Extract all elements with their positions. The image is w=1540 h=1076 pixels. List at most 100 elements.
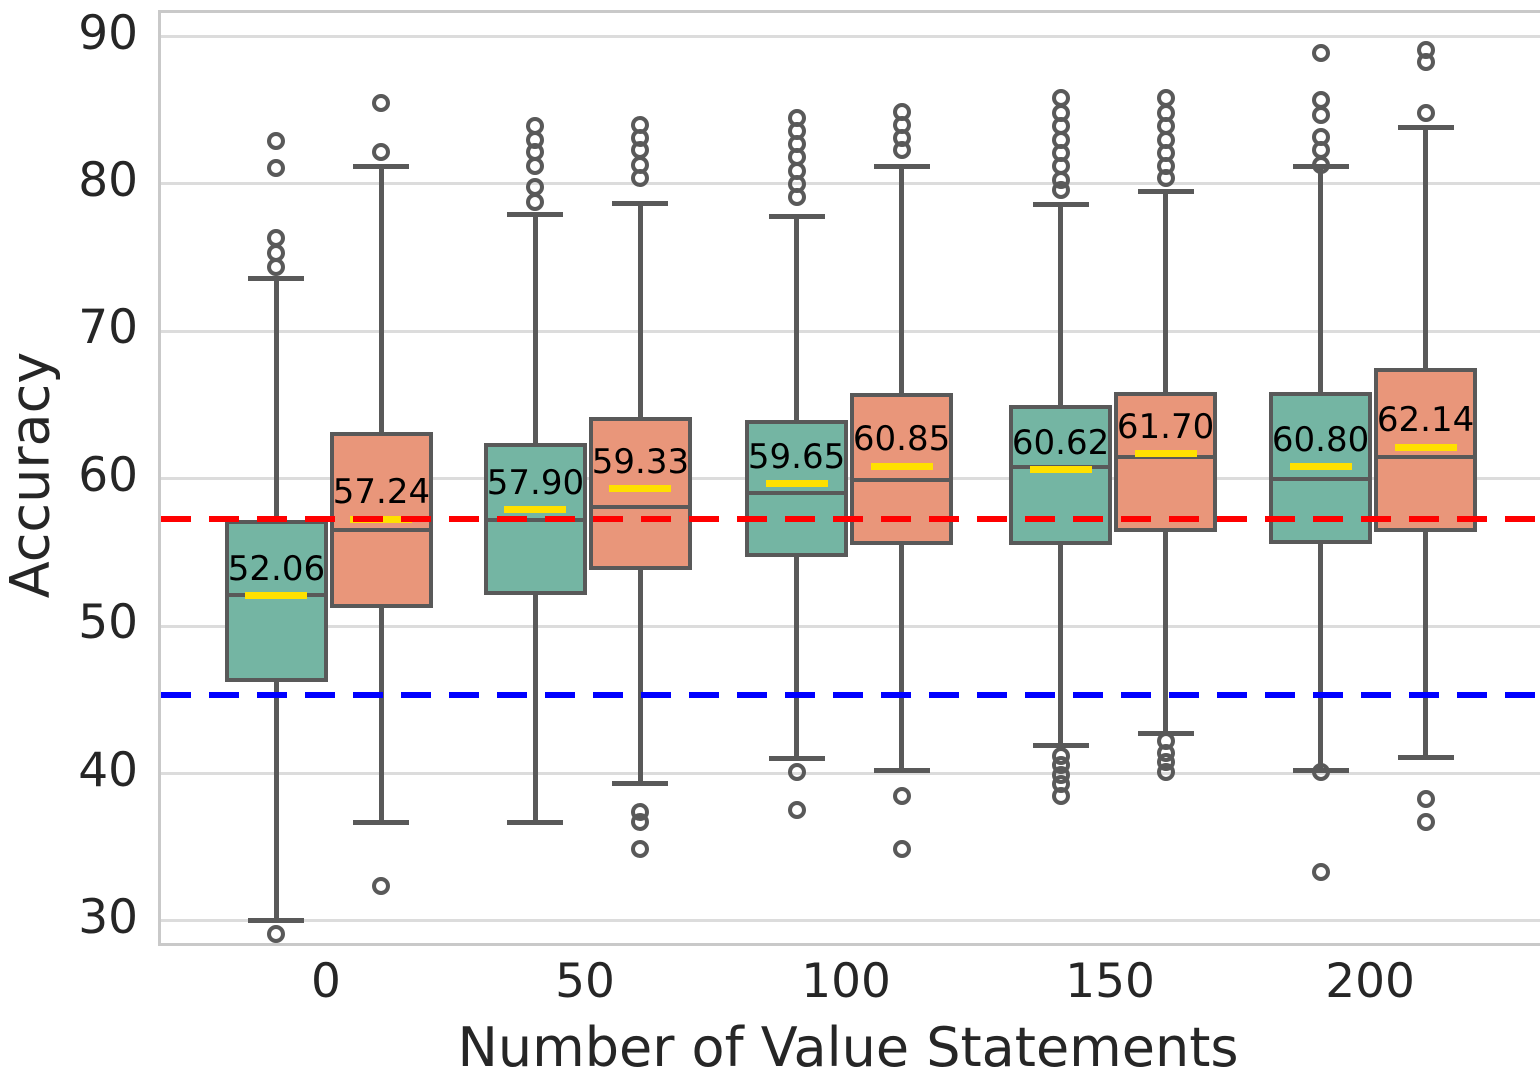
- outlier-orange-150-10: [1156, 763, 1175, 782]
- cap-upper-orange-200: [1397, 125, 1454, 131]
- whisker-lower-orange-200: [1423, 531, 1429, 758]
- mean-label-orange-50: 59.33: [591, 441, 690, 482]
- y-tick-60: 60: [78, 447, 138, 503]
- mean-line-green-150: [1029, 466, 1092, 474]
- red-dashed-baseline: [161, 516, 1540, 523]
- x-tick-200: 200: [1325, 954, 1415, 1009]
- outlier-green-0-2: [267, 229, 286, 248]
- median-orange-200: [1378, 454, 1474, 459]
- outlier-orange-100-5: [892, 839, 911, 858]
- outlier-green-0-3: [267, 158, 286, 177]
- y-tick-90: 90: [78, 5, 138, 61]
- mean-line-green-100: [765, 480, 828, 488]
- x-tick-50: 50: [555, 954, 615, 1009]
- mean-line-orange-200: [1394, 443, 1457, 451]
- y-tick-50: 50: [78, 595, 138, 651]
- whisker-upper-orange-100: [899, 166, 905, 394]
- whisker-upper-green-150: [1058, 204, 1064, 406]
- mean-line-orange-150: [1134, 450, 1197, 458]
- outlier-green-200-6: [1311, 763, 1330, 782]
- whisker-upper-orange-200: [1423, 127, 1429, 369]
- outlier-orange-200-4: [1416, 813, 1435, 832]
- cap-upper-orange-150: [1137, 188, 1194, 194]
- x-tick-0: 0: [310, 954, 341, 1009]
- y-tick-70: 70: [78, 300, 138, 356]
- x-tick-150: 150: [1065, 954, 1155, 1009]
- y-tick-30: 30: [78, 889, 138, 945]
- whisker-upper-orange-50: [637, 203, 643, 417]
- outlier-green-150-12: [1051, 786, 1070, 805]
- mean-label-green-100: 59.65: [747, 436, 846, 477]
- mean-line-green-50: [504, 506, 567, 514]
- median-orange-50: [592, 504, 688, 509]
- outlier-green-100-6: [787, 108, 806, 127]
- box-orange-150: [1114, 391, 1218, 532]
- outlier-orange-0-1: [372, 93, 391, 112]
- cap-lower-orange-100: [873, 768, 930, 774]
- whisker-upper-orange-0: [378, 166, 384, 432]
- mean-line-orange-50: [609, 485, 672, 493]
- whisker-upper-green-100: [794, 216, 800, 420]
- cap-lower-orange-50: [612, 781, 669, 787]
- outlier-green-50-1: [526, 177, 545, 196]
- outlier-orange-100-3: [892, 102, 911, 121]
- outlier-green-0-4: [267, 132, 286, 151]
- whisker-upper-orange-150: [1163, 191, 1169, 392]
- cap-upper-green-100: [768, 213, 825, 219]
- outlier-green-100-8: [787, 801, 806, 820]
- outlier-green-200-7: [1311, 863, 1330, 882]
- cap-upper-orange-100: [873, 163, 930, 169]
- whisker-lower-orange-50: [637, 570, 643, 784]
- cap-upper-orange-50: [612, 200, 669, 206]
- outlier-green-150-7: [1051, 89, 1070, 108]
- mean-label-orange-200: 62.14: [1376, 400, 1475, 441]
- mean-label-green-150: 60.62: [1011, 422, 1110, 463]
- cap-upper-green-50: [507, 212, 564, 218]
- outlier-green-200-4: [1311, 90, 1330, 109]
- blue-dashed-baseline: [161, 692, 1540, 699]
- outlier-orange-100-4: [892, 786, 911, 805]
- outlier-orange-150-6: [1156, 89, 1175, 108]
- cap-lower-green-100: [768, 756, 825, 762]
- mean-line-green-200: [1289, 463, 1352, 471]
- whisker-lower-green-100: [794, 556, 800, 759]
- whisker-lower-green-200: [1318, 543, 1324, 771]
- cap-lower-green-150: [1032, 743, 1089, 748]
- mean-line-orange-100: [870, 462, 933, 470]
- outlier-green-0-5: [267, 925, 286, 944]
- x-tick-100: 100: [801, 954, 891, 1009]
- cap-lower-orange-200: [1397, 754, 1454, 760]
- outlier-orange-0-0: [372, 142, 391, 161]
- x-axis-label: Number of Value Statements: [457, 1016, 1239, 1076]
- whisker-lower-orange-0: [378, 608, 384, 823]
- median-orange-0: [333, 528, 429, 533]
- outlier-orange-50-7: [631, 839, 650, 858]
- whisker-upper-green-50: [532, 214, 538, 444]
- mean-label-orange-0: 57.24: [332, 472, 431, 513]
- mean-label-green-200: 60.80: [1271, 419, 1370, 460]
- cap-lower-green-50: [507, 819, 564, 825]
- y-tick-40: 40: [78, 742, 138, 798]
- outlier-orange-200-3: [1416, 789, 1435, 808]
- median-orange-100: [854, 478, 950, 483]
- cap-lower-green-0: [248, 918, 305, 924]
- whisker-lower-green-150: [1058, 545, 1064, 746]
- mean-label-orange-100: 60.85: [852, 419, 951, 460]
- mean-line-green-0: [245, 592, 308, 600]
- cap-lower-orange-0: [353, 819, 410, 825]
- outlier-orange-0-2: [372, 876, 391, 895]
- outlier-green-100-7: [787, 763, 806, 782]
- median-green-200: [1273, 476, 1369, 481]
- outlier-orange-50-6: [631, 813, 650, 832]
- outlier-orange-200-2: [1416, 40, 1435, 59]
- gridline-y-30: [161, 919, 1540, 923]
- whisker-lower-green-50: [532, 595, 538, 823]
- gridline-y-50: [161, 624, 1540, 628]
- cap-upper-orange-0: [353, 163, 410, 169]
- whisker-lower-orange-100: [899, 545, 905, 771]
- outlier-green-200-5: [1311, 43, 1330, 62]
- box-green-100: [745, 419, 849, 557]
- cap-upper-green-150: [1032, 202, 1089, 208]
- cap-upper-green-0: [248, 275, 305, 281]
- median-green-100: [749, 491, 845, 496]
